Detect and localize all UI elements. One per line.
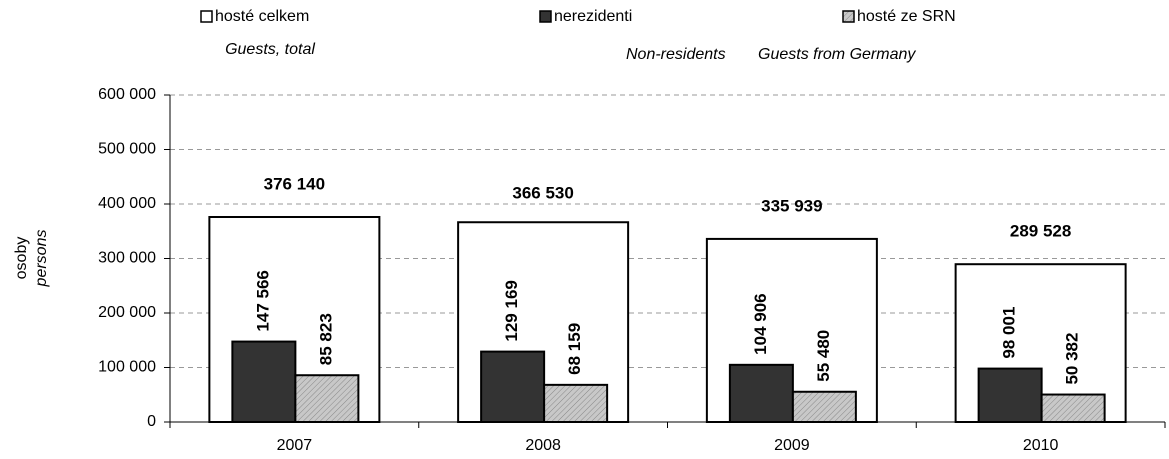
value-label: 104 906: [751, 293, 770, 354]
value-label: 147 566: [253, 270, 272, 331]
y-tick-label: 200 000: [98, 304, 156, 321]
value-label: 55 480: [814, 330, 833, 382]
bar: [543, 383, 609, 423]
value-label: 85 823: [316, 313, 335, 365]
legend-swatch: [200, 10, 213, 23]
y-tick-label: 0: [147, 413, 156, 430]
bar: [977, 367, 1043, 423]
y-axis-label: osoby: [13, 237, 30, 280]
legend-swatch: [842, 10, 855, 23]
x-tick-label: 2010: [1023, 437, 1059, 454]
legend-label-en: Non-residents: [626, 46, 726, 63]
legend-label-en: Guests, total: [225, 41, 315, 58]
x-tick-label: 2007: [277, 437, 313, 454]
bar: [728, 363, 794, 424]
x-tick-label: 2009: [774, 437, 810, 454]
value-label: 50 382: [1063, 333, 1082, 385]
bar: [791, 390, 857, 423]
legend-label: hosté celkem: [215, 8, 309, 25]
legend-label: hosté ze SRN: [857, 8, 956, 25]
value-label: 335 939: [761, 196, 822, 215]
value-label: 289 528: [1010, 222, 1071, 241]
y-tick-label: 400 000: [98, 195, 156, 212]
bar: [480, 350, 546, 424]
x-tick-label: 2008: [525, 437, 561, 454]
value-label: 68 159: [565, 323, 584, 375]
bar: [294, 374, 360, 424]
value-label: 98 001: [1000, 307, 1019, 359]
value-label: 376 140: [264, 174, 325, 193]
bar: [1040, 393, 1106, 423]
bar: [231, 340, 297, 424]
y-tick-label: 100 000: [98, 359, 156, 376]
legend-label: nerezidenti: [554, 8, 632, 25]
y-tick-label: 300 000: [98, 250, 156, 267]
y-tick-label: 600 000: [98, 86, 156, 103]
value-label: 129 169: [502, 280, 521, 341]
y-axis-label-en: persons: [33, 230, 50, 288]
value-label: 366 530: [512, 184, 573, 203]
legend-label-en: Guests from Germany: [758, 46, 916, 63]
legend-swatch: [539, 10, 552, 23]
y-tick-label: 500 000: [98, 141, 156, 158]
